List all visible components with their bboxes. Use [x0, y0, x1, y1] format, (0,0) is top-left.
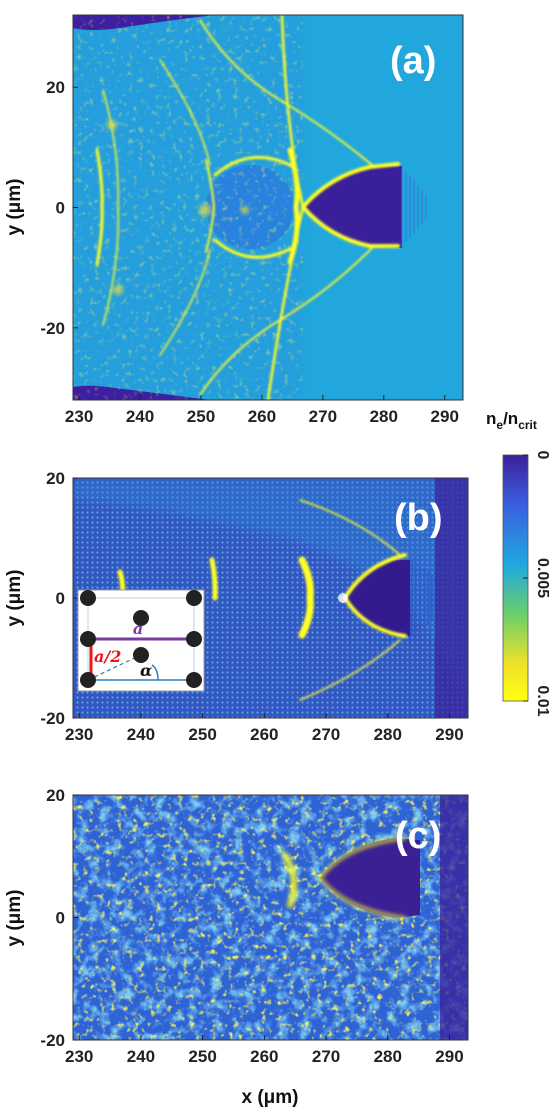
inset-label-half: a/2	[94, 647, 121, 666]
x-tick-label: 270	[309, 407, 337, 426]
x-tick-label: 260	[248, 407, 276, 426]
x-tick-label: 270	[312, 1047, 340, 1066]
y-tick-label: 0	[56, 909, 65, 928]
inset-label-a: a	[133, 619, 143, 638]
lattice-atom	[133, 647, 149, 663]
x-tick-label: 230	[65, 725, 93, 744]
x-tick-label: 230	[65, 1047, 93, 1066]
x-tick-label: 280	[374, 1047, 402, 1066]
x-tick-label: 250	[188, 1047, 216, 1066]
lattice-atom	[186, 672, 202, 688]
x-tick-label: 230	[65, 407, 93, 426]
panel-a-axes: 230 240 250 260 270 280 290 20 0 -20	[40, 78, 458, 426]
panel-b-ylabel: y (μm)	[4, 569, 25, 626]
panel-a-ylabel: y (μm)	[4, 178, 25, 235]
x-tick-label: 240	[127, 725, 155, 744]
inset-diagonal	[87, 654, 142, 681]
x-tick-label: 290	[435, 725, 463, 744]
panel-b-axes: 230 240 250 260 270 280 290 20 0 -20	[40, 469, 463, 744]
lattice-atom	[186, 590, 202, 606]
x-tick-label: 260	[250, 725, 278, 744]
lattice-atom	[80, 672, 96, 688]
y-tick-label: 20	[46, 786, 65, 805]
lattice-atom	[133, 610, 149, 626]
x-tick-label: 280	[374, 725, 402, 744]
panel-b: (b) y (μm) 230 240 250 260 270 280 290 20 0 -20 a	[4, 469, 469, 744]
inset-angle-arc	[151, 664, 159, 681]
y-tick-label: -20	[40, 319, 65, 338]
y-tick-label: 0	[56, 589, 65, 608]
panel-b-label: (b)	[394, 497, 443, 539]
inset-label-alpha: α	[140, 661, 152, 680]
colorbar-tick: 0.01	[534, 685, 551, 716]
panel-a-label: (a)	[390, 40, 436, 82]
panel-c-heatmap	[73, 795, 468, 1040]
panel-c-axes: 230 240 250 260 270 280 290 20 0 -20	[40, 786, 463, 1066]
y-tick-label: 20	[46, 78, 65, 97]
panel-a-heatmap	[73, 15, 463, 400]
x-tick-label: 250	[188, 725, 216, 744]
x-tick-label: 250	[187, 407, 215, 426]
x-tick-label: 270	[312, 725, 340, 744]
lattice-atom	[80, 631, 96, 647]
colorbar: ne/ncrit 0 0.005 0.01	[486, 409, 551, 717]
panel-c: (c) y (μm) x (μm) 230 240 250 260 270 280 2902…	[4, 786, 469, 1108]
panel-c-ylabel: y (μm)	[4, 889, 25, 946]
panel-c-label: (c)	[395, 815, 441, 857]
x-tick-label: 260	[250, 1047, 278, 1066]
panel-c-xlabel: x (μm)	[241, 1087, 298, 1108]
y-tick-label: -20	[40, 1031, 65, 1050]
colorbar-title: ne/ncrit	[486, 409, 537, 432]
y-tick-label: 0	[56, 199, 65, 218]
x-tick-label: 240	[127, 1047, 155, 1066]
panel-a: (a) y (μm) 230 240 250 260 270 280 290 20 0 -20	[4, 14, 464, 426]
x-tick-label: 280	[370, 407, 398, 426]
colorbar-tick: 0	[534, 451, 551, 460]
y-tick-label: 20	[46, 469, 65, 488]
lattice-inset: a a/2 α	[77, 589, 205, 692]
colorbar-tick: 0.005	[534, 558, 551, 598]
y-tick-label: -20	[40, 709, 65, 728]
lattice-atom	[80, 590, 96, 606]
x-tick-label: 240	[126, 407, 154, 426]
x-tick-label: 290	[435, 1047, 463, 1066]
x-tick-label: 290	[431, 407, 459, 426]
lattice-atom	[186, 631, 202, 647]
